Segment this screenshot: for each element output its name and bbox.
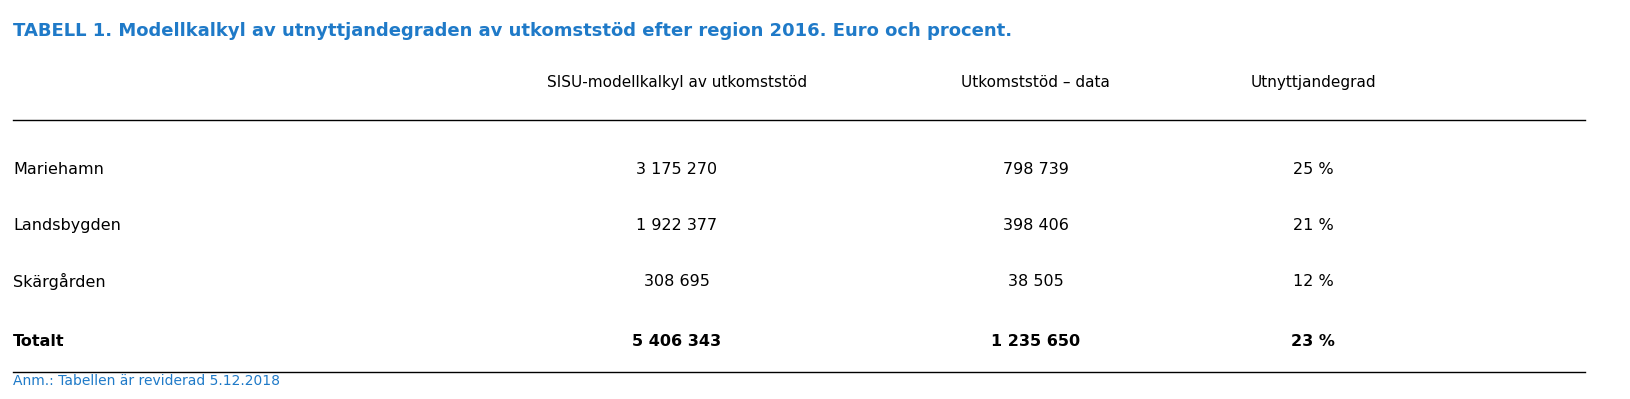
Text: 3 175 270: 3 175 270 — [636, 162, 717, 177]
Text: Skärgården: Skärgården — [13, 273, 106, 290]
Text: 12 %: 12 % — [1293, 274, 1332, 289]
Text: 308 695: 308 695 — [644, 274, 709, 289]
Text: 1 235 650: 1 235 650 — [991, 334, 1079, 349]
Text: 38 505: 38 505 — [1007, 274, 1063, 289]
Text: Utnyttjandegrad: Utnyttjandegrad — [1249, 75, 1376, 90]
Text: TABELL 1. Modellkalkyl av utnyttjandegraden av utkomststöd efter region 2016. Eu: TABELL 1. Modellkalkyl av utnyttjandegra… — [13, 22, 1012, 40]
Text: Anm.: Tabellen är reviderad 5.12.2018: Anm.: Tabellen är reviderad 5.12.2018 — [13, 374, 280, 388]
Text: Utkomststöd – data: Utkomststöd – data — [960, 75, 1110, 90]
Text: SISU-modellkalkyl av utkomststöd: SISU-modellkalkyl av utkomststöd — [546, 75, 807, 90]
Text: 21 %: 21 % — [1293, 218, 1332, 233]
Text: 23 %: 23 % — [1291, 334, 1333, 349]
Text: Totalt: Totalt — [13, 334, 65, 349]
Text: 1 922 377: 1 922 377 — [636, 218, 717, 233]
Text: Mariehamn: Mariehamn — [13, 162, 104, 177]
Text: 398 406: 398 406 — [1002, 218, 1068, 233]
Text: 5 406 343: 5 406 343 — [632, 334, 720, 349]
Text: 798 739: 798 739 — [1002, 162, 1068, 177]
Text: Landsbygden: Landsbygden — [13, 218, 121, 233]
Text: 25 %: 25 % — [1293, 162, 1332, 177]
